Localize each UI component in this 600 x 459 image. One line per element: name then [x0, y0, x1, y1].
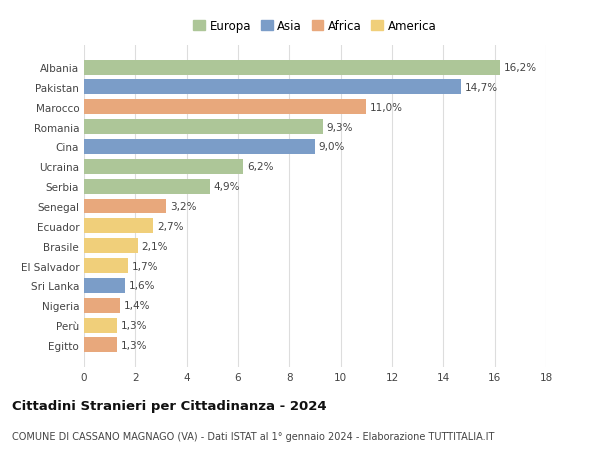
Text: 1,6%: 1,6% [129, 281, 155, 291]
Text: 11,0%: 11,0% [370, 102, 403, 112]
Bar [84, 278, 125, 293]
Text: 14,7%: 14,7% [465, 83, 498, 93]
Bar [84, 338, 118, 353]
Text: 2,1%: 2,1% [142, 241, 168, 251]
Bar [84, 100, 367, 115]
Bar [84, 318, 118, 333]
Bar [84, 61, 500, 75]
Bar [84, 239, 138, 253]
Text: 6,2%: 6,2% [247, 162, 274, 172]
Legend: Europa, Asia, Africa, America: Europa, Asia, Africa, America [193, 20, 437, 33]
Bar [84, 160, 243, 174]
Text: Cittadini Stranieri per Cittadinanza - 2024: Cittadini Stranieri per Cittadinanza - 2… [12, 399, 326, 412]
Bar [84, 80, 461, 95]
Text: 9,3%: 9,3% [326, 123, 353, 132]
Bar [84, 179, 210, 194]
Text: 1,7%: 1,7% [131, 261, 158, 271]
Bar [84, 199, 166, 214]
Text: 1,4%: 1,4% [124, 301, 150, 311]
Text: COMUNE DI CASSANO MAGNAGO (VA) - Dati ISTAT al 1° gennaio 2024 - Elaborazione TU: COMUNE DI CASSANO MAGNAGO (VA) - Dati IS… [12, 431, 494, 442]
Text: 2,7%: 2,7% [157, 221, 184, 231]
Text: 9,0%: 9,0% [319, 142, 345, 152]
Bar [84, 219, 154, 234]
Text: 16,2%: 16,2% [503, 63, 537, 73]
Bar [84, 120, 323, 135]
Text: 3,2%: 3,2% [170, 202, 196, 212]
Bar [84, 298, 120, 313]
Bar [84, 140, 315, 155]
Text: 1,3%: 1,3% [121, 320, 148, 330]
Text: 4,9%: 4,9% [214, 182, 240, 192]
Bar [84, 258, 128, 274]
Text: 1,3%: 1,3% [121, 340, 148, 350]
